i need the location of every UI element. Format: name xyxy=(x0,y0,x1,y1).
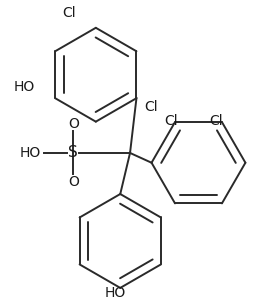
Text: HO: HO xyxy=(20,146,41,160)
Text: S: S xyxy=(68,146,78,160)
Text: Cl: Cl xyxy=(145,100,158,114)
Text: Cl: Cl xyxy=(63,6,76,20)
Text: O: O xyxy=(68,175,79,189)
Text: Cl: Cl xyxy=(164,114,178,128)
Text: HO: HO xyxy=(105,286,126,300)
Text: O: O xyxy=(68,117,79,131)
Text: HO: HO xyxy=(14,80,35,95)
Text: Cl: Cl xyxy=(209,114,223,128)
